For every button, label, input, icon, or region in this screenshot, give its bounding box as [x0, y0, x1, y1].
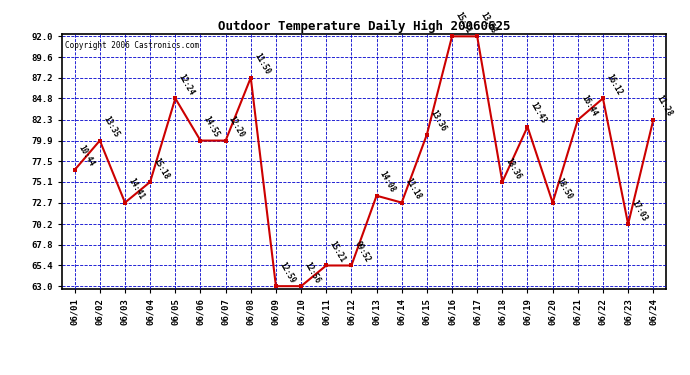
Text: 16:12: 16:12 — [604, 72, 624, 97]
Text: 10:44: 10:44 — [76, 144, 95, 168]
Text: 12:20: 12:20 — [227, 115, 246, 139]
Text: 14:08: 14:08 — [378, 170, 397, 194]
Text: 11:28: 11:28 — [655, 94, 674, 118]
Text: 09:52: 09:52 — [353, 240, 372, 264]
Text: 12:24: 12:24 — [177, 72, 196, 97]
Text: 13:58: 13:58 — [479, 10, 498, 35]
Text: 12:59: 12:59 — [277, 260, 297, 285]
Text: 11:18: 11:18 — [403, 177, 422, 201]
Text: 14:55: 14:55 — [202, 115, 221, 139]
Text: 17:03: 17:03 — [629, 198, 649, 223]
Text: 12:56: 12:56 — [302, 260, 322, 285]
Text: 13:35: 13:35 — [101, 115, 121, 139]
Text: 14:41: 14:41 — [126, 177, 146, 201]
Text: 15:21: 15:21 — [328, 240, 347, 264]
Text: Copyright 2006 Castronics.com: Copyright 2006 Castronics.com — [65, 41, 199, 50]
Text: 18:50: 18:50 — [554, 177, 573, 201]
Text: 15:18: 15:18 — [152, 156, 171, 180]
Text: 11:50: 11:50 — [252, 52, 272, 76]
Text: 15:31: 15:31 — [453, 10, 473, 35]
Text: 18:36: 18:36 — [504, 156, 523, 180]
Text: 12:43: 12:43 — [529, 101, 549, 125]
Text: 16:44: 16:44 — [579, 94, 598, 118]
Title: Outdoor Temperature Daily High 20060625: Outdoor Temperature Daily High 20060625 — [218, 20, 510, 33]
Text: 13:36: 13:36 — [428, 109, 448, 133]
